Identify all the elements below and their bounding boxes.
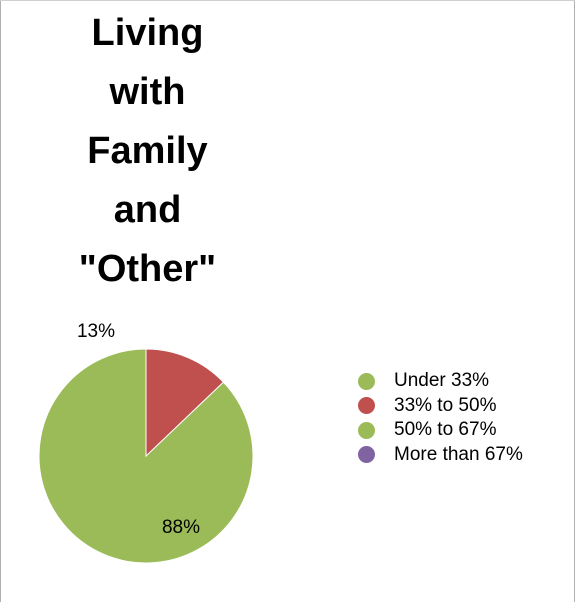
pie-slice — [145, 348, 225, 458]
title-line: "Other" — [78, 248, 217, 290]
title-line: Living — [91, 12, 204, 54]
legend-label: 50% to 67% — [394, 419, 497, 441]
title-line: and — [113, 189, 182, 231]
legend: Under 33% 33% to 50% 50% to 67% More tha… — [358, 369, 523, 467]
data-label: 13% — [77, 321, 115, 342]
legend-swatch — [358, 446, 375, 464]
legend-item: Under 33% — [358, 369, 523, 394]
legend-item: 33% to 50% — [358, 394, 523, 419]
title-line: with — [109, 71, 186, 113]
legend-label: More than 67% — [394, 443, 523, 465]
legend-label: 33% to 50% — [394, 394, 497, 416]
data-label: 88% — [162, 517, 200, 538]
legend-label: Under 33% — [394, 370, 490, 392]
chart-title: Living with Family and "Other" — [20, 4, 275, 299]
legend-swatch — [358, 397, 375, 415]
legend-item: 50% to 67% — [358, 418, 523, 443]
legend-item: More than 67% — [358, 443, 523, 468]
legend-swatch — [358, 372, 375, 390]
title-line: Family — [87, 130, 208, 172]
legend-swatch — [358, 421, 375, 439]
